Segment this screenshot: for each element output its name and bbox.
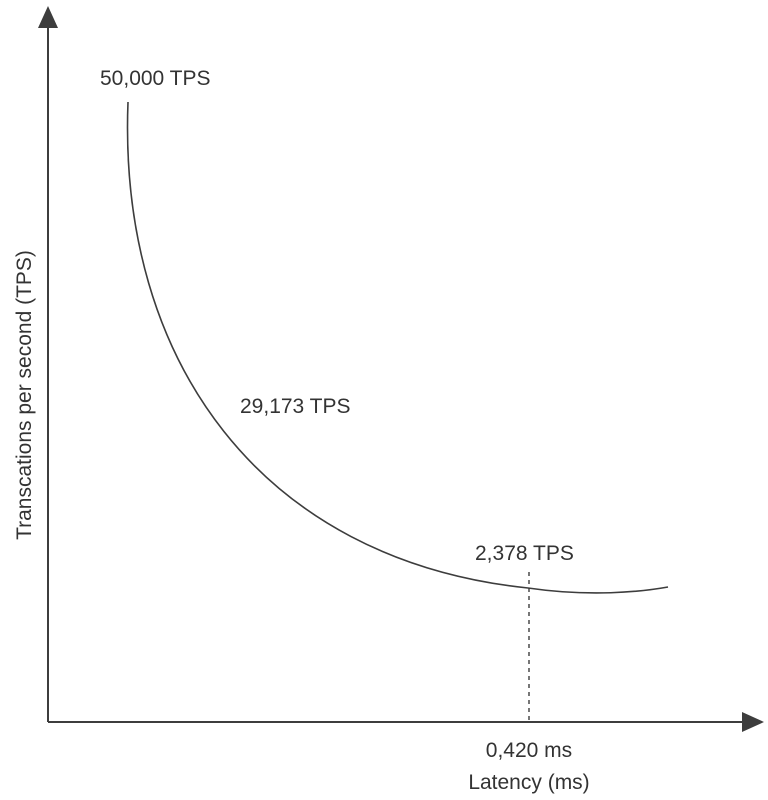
x-axis-arrow-icon [742, 712, 764, 732]
annotation-near-end: 2,378 TPS [475, 542, 574, 565]
y-axis-arrow-icon [38, 6, 58, 28]
series-line [126, 101, 669, 594]
x-marked-label: 0,420 ms [486, 739, 572, 762]
annotation-middle: 29,173 TPS [240, 395, 351, 418]
annotation-start: 50,000 TPS [100, 67, 211, 90]
y-axis-title: Transcations per second (TPS) [13, 250, 36, 540]
x-axis-title: Latency (ms) [468, 771, 589, 794]
